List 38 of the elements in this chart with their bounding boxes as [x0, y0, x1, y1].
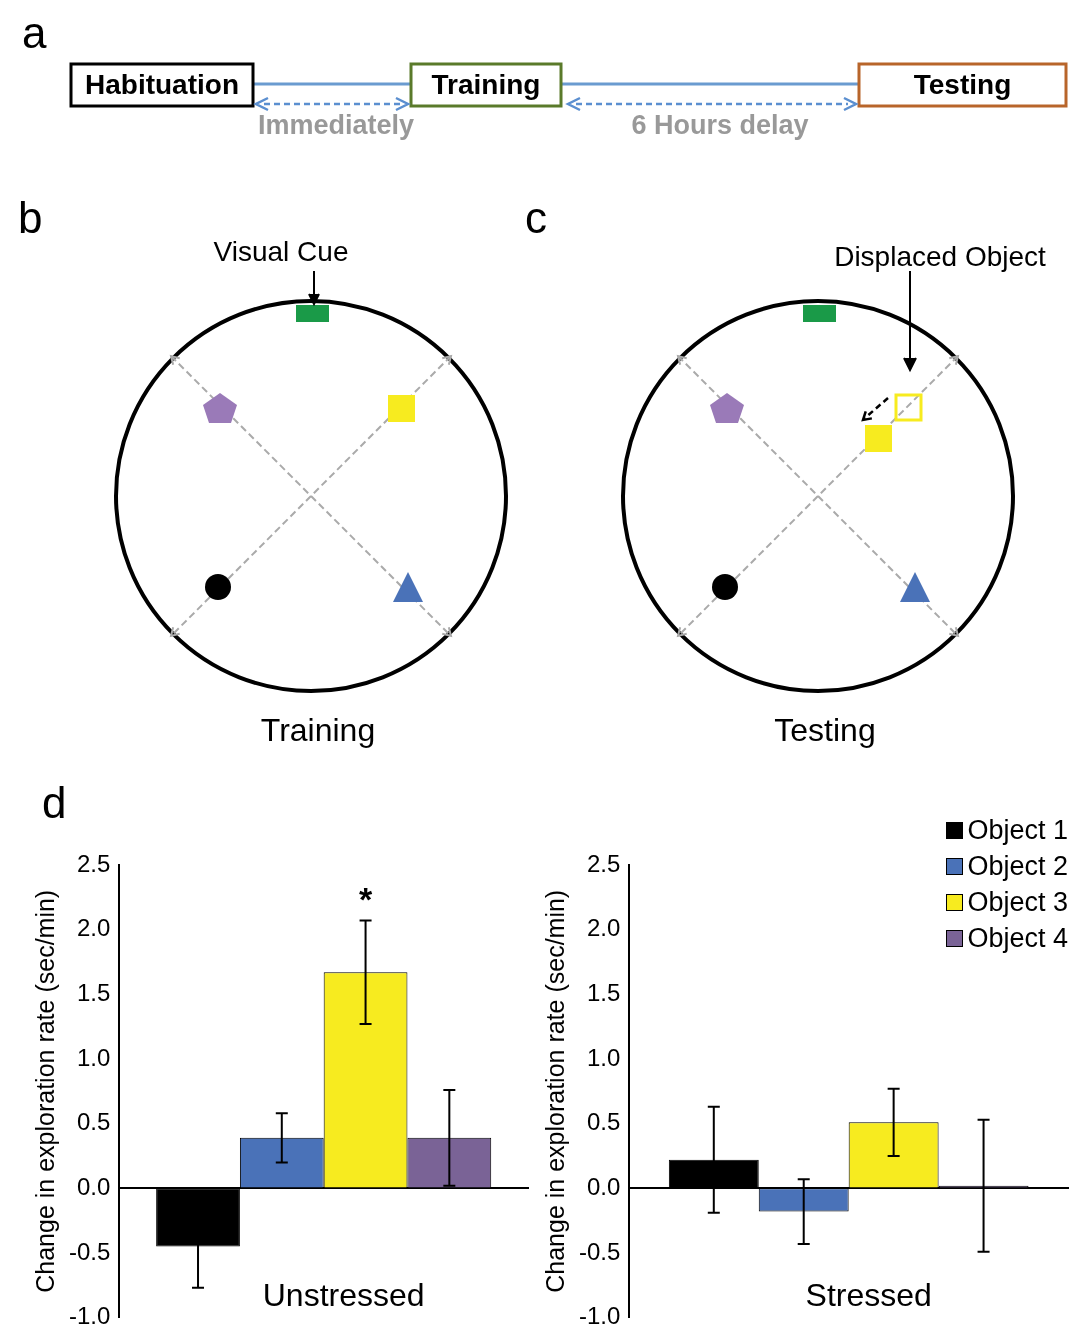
y-tick-label: 1.5	[586, 978, 621, 1006]
legend-label: Object 3	[967, 886, 1068, 919]
text: Immediately	[257, 110, 415, 140]
text: Training	[260, 712, 376, 748]
y-tick-label: -0.5	[69, 1237, 111, 1265]
legend-label: Object 1	[967, 814, 1068, 847]
y-tick-label: -1.0	[69, 1302, 111, 1327]
y-tick-label: 0.0	[76, 1172, 111, 1200]
y-tick-label: 0.0	[586, 1172, 621, 1200]
y-axis-title: Change in exploration rate (sec/min)	[30, 889, 59, 1293]
chart-title: d	[42, 778, 67, 828]
y-axis-title: Change in exploration rate (sec/min)	[540, 889, 569, 1293]
text: a	[22, 8, 47, 57]
y-tick-label: 1.5	[76, 978, 111, 1006]
stage-box: Testing	[857, 62, 1068, 108]
legend-label: Object 2	[967, 850, 1068, 883]
y-tick-label: 0.5	[586, 1108, 621, 1136]
legend-label: Object 4	[967, 922, 1068, 955]
y-tick-label: 2.0	[76, 914, 111, 942]
text: Displaced Object	[834, 241, 1047, 272]
y-tick-label: 2.5	[76, 849, 111, 877]
annotation: *	[358, 879, 373, 918]
y-tick-label: 0.5	[76, 1108, 111, 1136]
annotation: Stressed	[805, 1277, 932, 1314]
stage-box: Training	[409, 62, 563, 108]
y-tick-label: 2.0	[586, 914, 621, 942]
stage-box: Habituation	[69, 62, 255, 108]
y-tick-label: 2.5	[586, 849, 621, 877]
text: Testing	[774, 712, 876, 748]
text: c	[525, 193, 547, 242]
text: 6 Hours delay	[631, 110, 809, 140]
y-tick-label: 1.0	[586, 1043, 621, 1071]
y-tick-label: -0.5	[579, 1237, 621, 1265]
text: Visual Cue	[213, 236, 349, 267]
text: b	[18, 193, 43, 242]
y-tick-label: 1.0	[76, 1043, 111, 1071]
annotation: Unstressed	[262, 1277, 425, 1314]
y-tick-label: -1.0	[579, 1302, 621, 1327]
